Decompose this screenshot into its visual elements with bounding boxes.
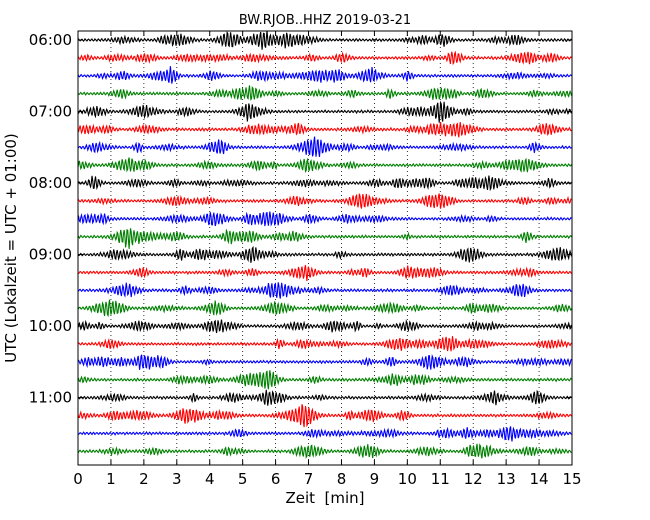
x-tick-label: 11 <box>431 470 450 488</box>
trace-line <box>77 443 572 459</box>
y-tick-label: 09:00 <box>29 246 72 264</box>
x-tick-label: 6 <box>271 470 281 488</box>
y-axis-label: UTC (Lokalzeit = UTC + 01:00) <box>2 133 20 363</box>
trace-line <box>77 370 572 390</box>
trace-line <box>77 50 572 66</box>
trace-line <box>77 336 572 352</box>
x-tick-label: 4 <box>205 470 215 488</box>
x-tick-label: 15 <box>562 470 581 488</box>
x-tick-label: 13 <box>497 470 516 488</box>
x-tick-label: 7 <box>304 470 314 488</box>
y-tick-label: 06:00 <box>29 31 72 49</box>
chart-title: BW.RJOB..HHZ 2019-03-21 <box>239 13 411 28</box>
trace-line <box>77 426 572 442</box>
y-tick-label: 07:00 <box>29 103 72 121</box>
trace-line <box>77 100 572 123</box>
trace-line <box>77 85 573 102</box>
trace-line <box>77 265 572 281</box>
x-axis-ticks: 0 1 2 3 4 5 6 7 8 9 10 11 12 13 14 15 <box>73 31 582 488</box>
trace-line <box>77 353 572 370</box>
y-tick-label: 10:00 <box>29 317 72 335</box>
y-axis-ticks: 06:00 07:00 08:00 09:00 10:00 11:00 <box>29 31 572 407</box>
trace-line <box>77 157 572 174</box>
plot-frame <box>77 30 573 466</box>
x-tick-label: 2 <box>139 470 149 488</box>
x-tick-label: 12 <box>464 470 483 488</box>
x-tick-label: 8 <box>337 470 347 488</box>
trace-line <box>77 121 572 138</box>
x-tick-label: 9 <box>370 470 380 488</box>
trace-line <box>77 404 572 428</box>
grid-lines <box>110 31 540 465</box>
trace-line <box>77 299 573 318</box>
y-tick-label: 08:00 <box>29 174 72 192</box>
trace-line <box>77 319 573 334</box>
x-tick-label: 3 <box>172 470 182 488</box>
x-tick-label: 14 <box>530 470 549 488</box>
trace-line <box>77 228 572 249</box>
trace-line <box>77 66 572 84</box>
x-tick-label: 5 <box>238 470 248 488</box>
trace-line <box>77 30 572 50</box>
seismogram-traces <box>77 30 573 459</box>
trace-line <box>77 211 572 227</box>
trace-line <box>77 245 573 263</box>
x-tick-label: 1 <box>106 470 116 488</box>
x-tick-label: 0 <box>73 470 83 488</box>
trace-line <box>77 282 572 299</box>
y-tick-label: 11:00 <box>29 389 72 407</box>
trace-line <box>77 193 572 209</box>
x-axis-label: Zeit [min] <box>285 489 364 507</box>
x-tick-label: 10 <box>398 470 417 488</box>
trace-line <box>77 389 572 406</box>
trace-line <box>77 175 572 192</box>
trace-line <box>77 136 572 157</box>
